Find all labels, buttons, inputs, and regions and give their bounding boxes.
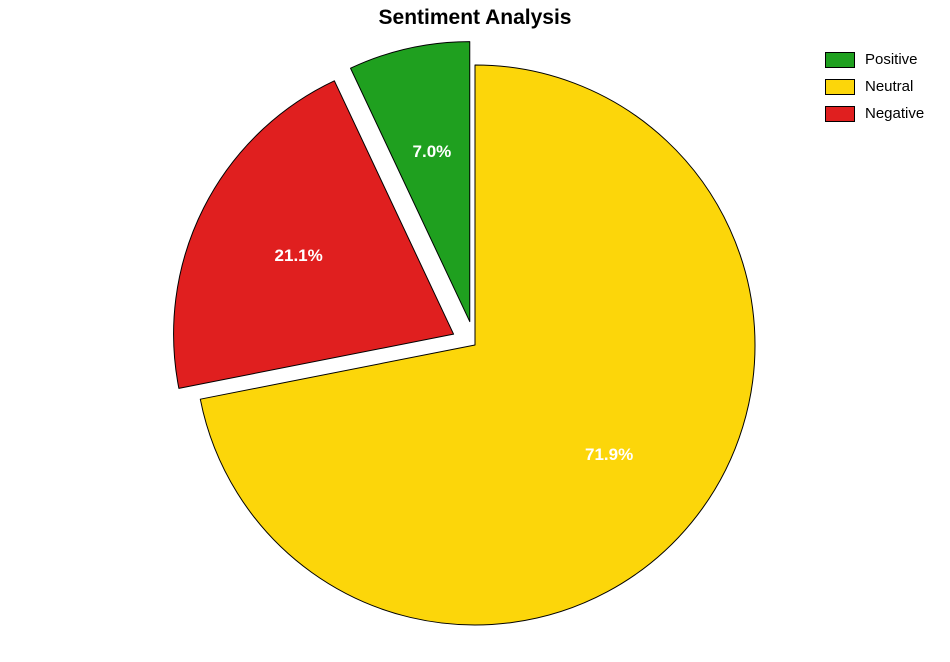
- pie-slice-label-negative: 21.1%: [275, 246, 323, 266]
- legend-label-positive: Positive: [865, 51, 918, 68]
- legend-swatch-negative: [825, 106, 855, 122]
- pie-slice-label-neutral: 71.9%: [585, 445, 633, 465]
- legend-item-neutral: Neutral: [825, 75, 924, 98]
- sentiment-pie-chart: Sentiment Analysis PositiveNeutralNegati…: [0, 0, 950, 662]
- legend: Positive Neutral Negative: [825, 48, 924, 129]
- pie-slice-label-positive: 7.0%: [413, 142, 452, 162]
- legend-swatch-positive: [825, 52, 855, 68]
- legend-swatch-neutral: [825, 79, 855, 95]
- legend-item-negative: Negative: [825, 102, 924, 125]
- legend-item-positive: Positive: [825, 48, 924, 71]
- legend-label-neutral: Neutral: [865, 78, 913, 95]
- pie-svg: [0, 0, 950, 662]
- legend-label-negative: Negative: [865, 105, 924, 122]
